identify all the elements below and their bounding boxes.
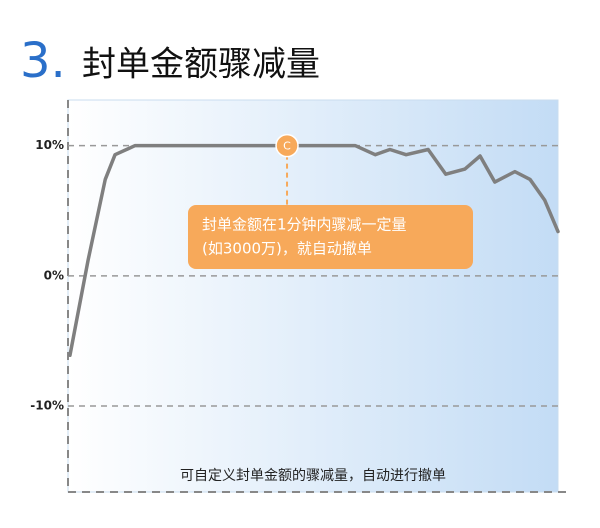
annotation-label: C — [283, 140, 291, 153]
annotation-text: (如3000万)，就自动撤单 — [202, 240, 372, 258]
y-tick-label: 10% — [35, 138, 64, 152]
y-tick-label: -10% — [30, 399, 64, 413]
chart-title: 封单金额骤减量 — [82, 45, 320, 85]
caption: 可自定义封单金额的骤减量，自动进行撤单 — [180, 468, 446, 484]
plot-background — [67, 99, 559, 493]
title-number: 3. — [20, 33, 66, 89]
annotation-box — [188, 205, 473, 269]
annotation-text: 封单金额在1分钟内骤减一定量 — [202, 216, 407, 234]
y-tick-label: 0% — [44, 268, 64, 282]
line — [68, 143, 560, 358]
annotation-marker — [275, 133, 299, 158]
